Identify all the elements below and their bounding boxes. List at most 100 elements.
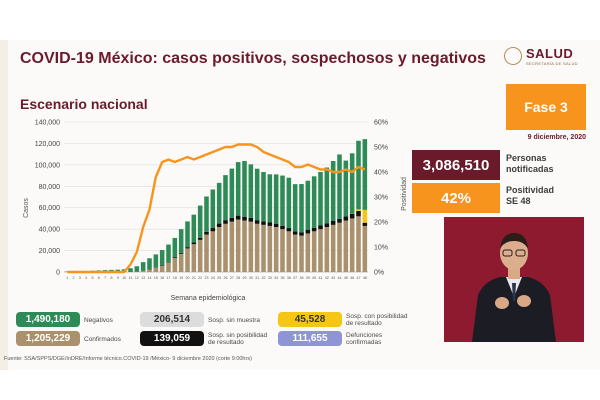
bar-segment <box>159 250 165 266</box>
salud-logo: SALUD SECRETARÍA DE SALUD <box>504 46 578 68</box>
bar-segment <box>254 168 260 221</box>
y2-tick-label: 40% <box>374 170 388 177</box>
x-tick-label: 26 <box>224 276 228 280</box>
report-date: 9 diciembre, 2020 <box>527 134 586 141</box>
legend-sin-posibilidad-value: 139,059 <box>140 331 204 346</box>
phase-badge: Fase 3 <box>506 84 586 130</box>
legend-confirmados-value: 1,205,229 <box>16 331 80 346</box>
x-tick-label: 41 <box>319 276 323 280</box>
bar-segment <box>362 222 368 226</box>
bar-segment <box>305 230 311 234</box>
bar-segment <box>318 225 323 230</box>
bar-segment <box>356 140 361 210</box>
x-tick-label: 27 <box>230 276 234 280</box>
stat-notified-label-line1: Personas <box>506 153 547 163</box>
bar-segment <box>235 219 241 272</box>
interpreter-figure <box>444 217 584 342</box>
bar-segment <box>178 252 184 254</box>
stat-notified-label-line2: notificadas <box>506 164 554 174</box>
bar-segment <box>178 229 184 253</box>
bar-segment <box>191 242 197 245</box>
bar-segment <box>356 210 361 217</box>
x-tick-label: 44 <box>338 276 342 280</box>
bar-segment <box>254 220 260 224</box>
y-tick-label: 20,000 <box>39 248 61 255</box>
x-tick-label: 14 <box>148 276 152 280</box>
bar-segment <box>172 257 178 259</box>
bar-segment <box>204 196 209 232</box>
bar-segment <box>311 227 317 232</box>
stat-notified-value: 3,086,510 <box>412 150 500 180</box>
bar-segment <box>261 221 266 225</box>
x-tick-label: 31 <box>255 276 259 280</box>
bar-segment <box>324 167 330 224</box>
bar-segment <box>172 258 178 272</box>
bar-segment <box>349 213 355 219</box>
legend-defunciones-value: 111,655 <box>278 331 342 346</box>
bar-segment <box>248 164 254 218</box>
legend-con-posibilidad-value: 45,528 <box>278 312 342 327</box>
x-tick-label: 45 <box>344 276 348 280</box>
x-tick-label: 2 <box>73 276 75 280</box>
x-tick-label: 22 <box>198 276 202 280</box>
bar-segment <box>185 247 190 249</box>
bar-segment <box>273 223 279 227</box>
legend-sin-muestra-value: 206,514 <box>140 312 204 327</box>
legend-sin-posibilidad-line1: Sosp. sin posibilidad <box>208 332 268 339</box>
cases-chart: 0 20,000 40,000 60,000 80,000 100,000 120,000 1… <box>23 120 408 303</box>
bar-segment <box>267 174 273 223</box>
bar-segment <box>191 244 197 272</box>
bar-segment <box>292 184 298 232</box>
bar-segment <box>185 248 190 272</box>
x-tick-label: 17 <box>167 276 171 280</box>
x-tick-label: 20 <box>186 276 190 280</box>
bar-segment <box>261 224 266 272</box>
bar-segment <box>280 175 285 226</box>
y-tick-label: 100,000 <box>35 162 60 169</box>
source-footnote: Fuente: SSA/SPPS/DGE/InDRE/Informe técni… <box>4 356 252 362</box>
bar-segment <box>286 177 292 229</box>
x-tick-label: 37 <box>293 276 297 280</box>
bar-segment <box>292 231 298 235</box>
bar-segment <box>229 168 235 218</box>
x-tick-label: 12 <box>135 276 139 280</box>
bar-segment <box>356 209 361 211</box>
bar-segment <box>178 253 184 272</box>
x-tick-label: 23 <box>205 276 209 280</box>
bar-segment <box>273 227 279 272</box>
y-axis-label: Casos <box>23 198 30 218</box>
bar-segment <box>273 174 279 224</box>
bar-segment <box>286 228 292 232</box>
x-tick-label: 3 <box>79 276 81 280</box>
bar-segment <box>299 235 304 272</box>
bar-segment <box>166 261 171 263</box>
bar-segment <box>242 161 247 217</box>
x-tick-label: 33 <box>268 276 272 280</box>
x-tick-label: 39 <box>306 276 310 280</box>
x-tick-label: 15 <box>154 276 158 280</box>
x-tick-label: 40 <box>312 276 316 280</box>
stat-positivity-label-line2: SE 48 <box>506 196 531 206</box>
bar-segment <box>197 237 203 240</box>
bar-segment <box>153 254 159 268</box>
bottom-letterbox <box>0 370 600 400</box>
x-tick-label: 25 <box>217 276 221 280</box>
x-tick-label: 11 <box>129 276 133 280</box>
top-letterbox <box>0 0 600 40</box>
stat-positivity-value: 42% <box>412 183 500 213</box>
shield-seal-icon <box>504 47 522 65</box>
x-tick-label: 24 <box>211 276 215 280</box>
bar-segment <box>343 160 349 217</box>
positivity-line <box>67 143 366 274</box>
y2-tick-label: 0% <box>374 270 384 277</box>
bar-segment <box>197 239 203 272</box>
bar-segment <box>210 231 216 272</box>
x-tick-label: 36 <box>287 276 291 280</box>
bar-segment <box>305 233 311 272</box>
x-tick-label: 29 <box>243 276 247 280</box>
bar-segment <box>311 176 317 228</box>
bar-segment <box>280 225 285 230</box>
y2-axis-label: Positividad <box>401 177 408 211</box>
bar-segment <box>204 234 209 272</box>
bar-segment <box>292 234 298 272</box>
